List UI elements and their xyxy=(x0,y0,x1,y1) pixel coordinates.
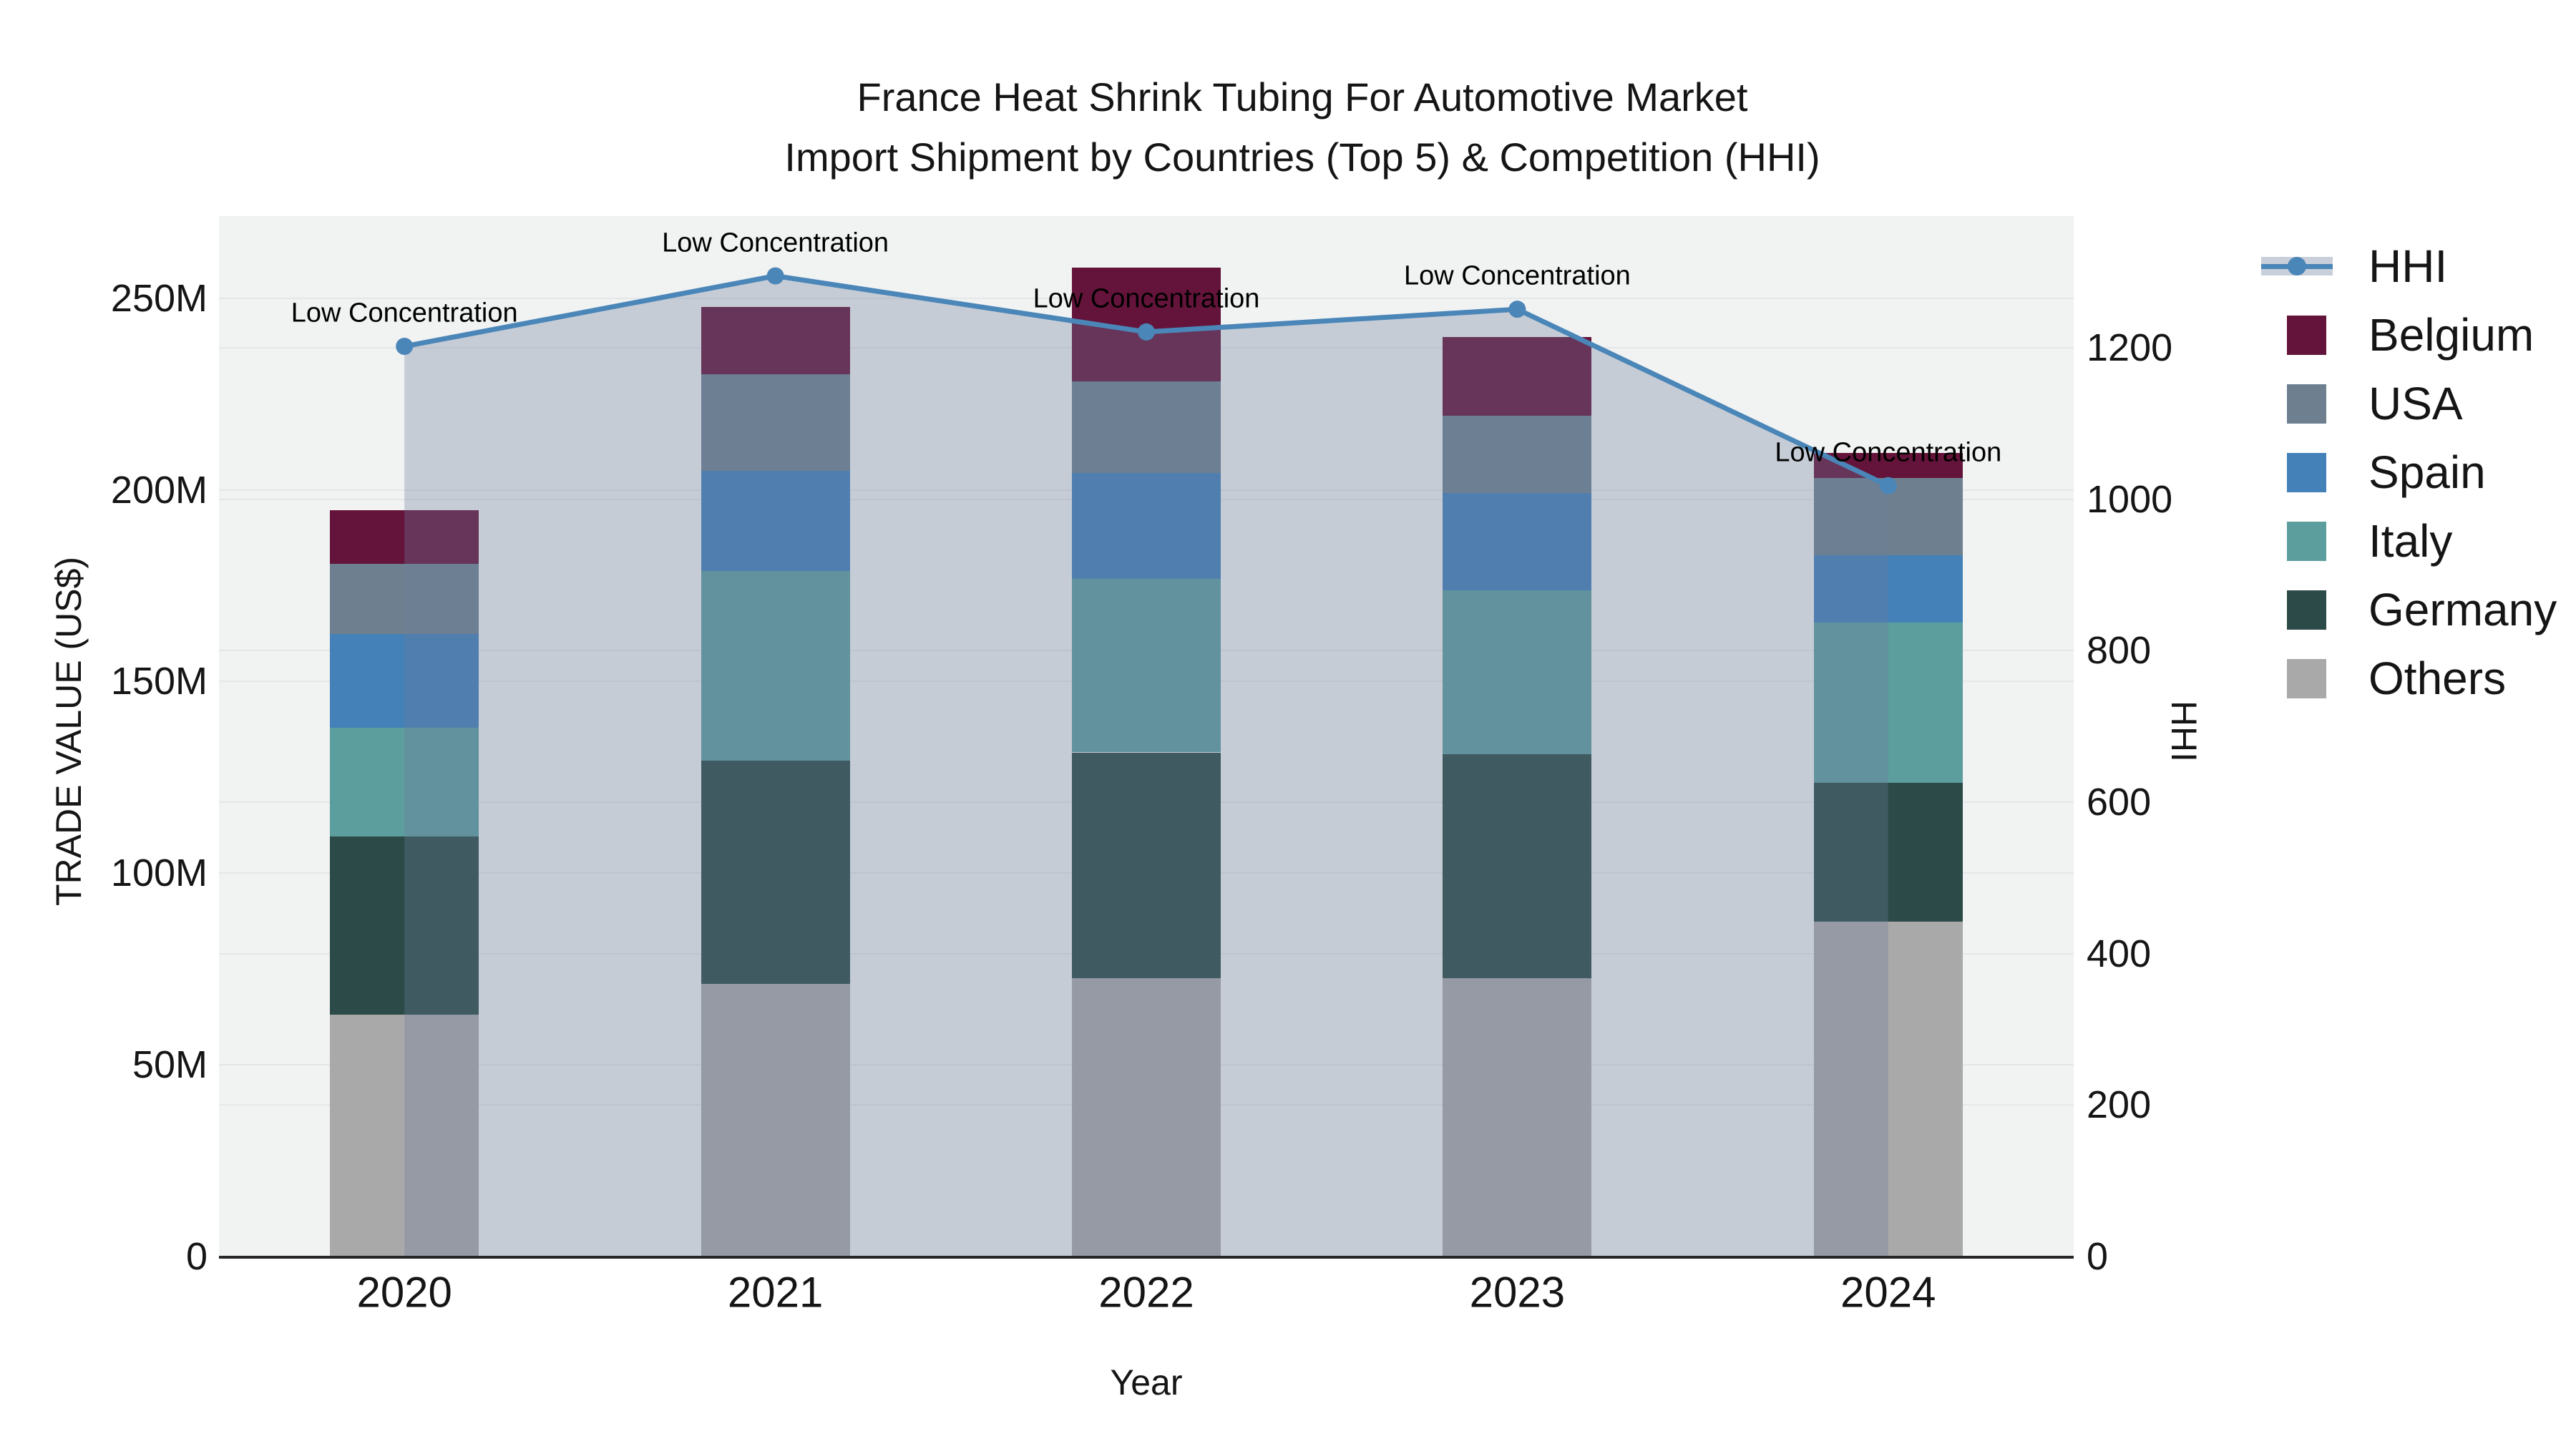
y-left-tick-150M: 150M xyxy=(110,660,208,703)
bar-2021-others xyxy=(701,983,850,1257)
bar-2024-spain xyxy=(1813,555,1963,623)
y-left-tick-100M: 100M xyxy=(110,852,208,895)
annotation-2020: Low Concentration xyxy=(291,298,518,328)
swatch-icon-belgium xyxy=(2261,315,2348,355)
bar-2024-germany xyxy=(1813,782,1963,922)
x-tick-2023: 2023 xyxy=(1469,1268,1566,1317)
legend-label-spain: Spain xyxy=(2368,447,2486,498)
hhi-marker-2024 xyxy=(1879,477,1897,494)
legend-label-hhi: HHI xyxy=(2368,240,2448,292)
y-right-tick-800: 800 xyxy=(2087,629,2152,673)
bar-2022-germany xyxy=(1072,752,1221,978)
swatch-icon-usa xyxy=(2261,384,2348,424)
x-tick-2022: 2022 xyxy=(1098,1268,1194,1317)
x-tick-2021: 2021 xyxy=(727,1268,824,1317)
swatch-icon-italy xyxy=(2261,521,2348,561)
bar-2023-belgium xyxy=(1443,336,1592,416)
legend-item-usa[interactable]: USA xyxy=(2261,369,2557,438)
hhi-marker-2021 xyxy=(766,267,784,285)
bar-2020-italy xyxy=(330,728,479,837)
chart-title-line1: France Heat Shrink Tubing For Automotive… xyxy=(857,74,1748,119)
bar-2020-usa xyxy=(330,563,479,634)
y-right-tick-200: 200 xyxy=(2087,1083,2152,1127)
hhi-line-icon xyxy=(2261,257,2348,275)
legend-label-italy: Italy xyxy=(2368,515,2453,567)
hhi-marker-2022 xyxy=(1138,323,1155,341)
bar-2022-spain xyxy=(1072,473,1221,579)
bar-2023-italy xyxy=(1443,590,1592,754)
bar-2020-belgium xyxy=(330,509,479,564)
legend-item-hhi[interactable]: HHI xyxy=(2261,232,2557,301)
swatch-icon-germany xyxy=(2261,590,2348,630)
y-right-tick-1200: 1200 xyxy=(2087,326,2173,370)
bar-2022-usa xyxy=(1072,381,1221,474)
bar-2022-italy xyxy=(1072,578,1221,753)
bar-2021-belgium xyxy=(701,306,850,375)
legend-item-italy[interactable]: Italy xyxy=(2261,507,2557,575)
bar-2022-others xyxy=(1072,977,1221,1257)
bar-2023-germany xyxy=(1443,753,1592,978)
bar-2021-germany xyxy=(701,761,850,984)
y-left-tick-50M: 50M xyxy=(132,1043,208,1087)
legend-item-others[interactable]: Others xyxy=(2261,644,2557,713)
chart-title-line2: Import Shipment by Countries (Top 5) & C… xyxy=(784,135,1820,180)
y-left-tick-0: 0 xyxy=(185,1235,208,1278)
legend-item-germany[interactable]: Germany xyxy=(2261,575,2557,644)
bar-2020-others xyxy=(330,1015,479,1257)
y-left-tick-200M: 200M xyxy=(110,468,208,512)
y-right-tick-600: 600 xyxy=(2087,781,2152,824)
hhi-marker-2023 xyxy=(1508,301,1526,318)
bar-2020-spain xyxy=(330,633,479,728)
bar-2024-belgium xyxy=(1813,453,1963,479)
bar-2023-spain xyxy=(1443,492,1592,591)
legend-label-belgium: Belgium xyxy=(2368,309,2534,361)
bar-2021-spain xyxy=(701,471,850,571)
y-left-tick-250M: 250M xyxy=(110,276,208,320)
bar-2020-germany xyxy=(330,836,479,1015)
annotation-2024: Low Concentration xyxy=(1775,437,2002,468)
legend-label-others: Others xyxy=(2368,653,2507,704)
legend-label-germany: Germany xyxy=(2368,584,2557,635)
bar-2021-usa xyxy=(701,374,850,472)
bar-2023-usa xyxy=(1443,416,1592,493)
annotation-2023: Low Concentration xyxy=(1403,260,1631,291)
annotation-2022: Low Concentration xyxy=(1033,283,1260,314)
x-axis-title: Year xyxy=(1110,1362,1183,1402)
bar-2021-italy xyxy=(701,570,850,761)
legend-item-spain[interactable]: Spain xyxy=(2261,438,2557,507)
x-tick-2020: 2020 xyxy=(356,1268,452,1317)
y-right-tick-400: 400 xyxy=(2087,932,2152,975)
x-tick-2024: 2024 xyxy=(1840,1268,1936,1317)
y-right-tick-0: 0 xyxy=(2087,1235,2109,1278)
bar-2023-others xyxy=(1443,977,1592,1257)
swatch-icon-spain xyxy=(2261,452,2348,492)
swatch-icon-others xyxy=(2261,658,2348,698)
legend-item-belgium[interactable]: Belgium xyxy=(2261,301,2557,369)
y-right-tick-1000: 1000 xyxy=(2087,477,2173,521)
bar-2024-italy xyxy=(1813,623,1963,783)
annotation-2021: Low Concentration xyxy=(662,228,889,258)
bar-2024-others xyxy=(1813,921,1963,1257)
hhi-area-fill xyxy=(404,275,1888,1257)
legend: HHI Belgium USA Spain Italy Germany Others xyxy=(2261,232,2557,713)
hhi-marker-2020 xyxy=(396,338,414,356)
legend-label-usa: USA xyxy=(2368,378,2463,429)
